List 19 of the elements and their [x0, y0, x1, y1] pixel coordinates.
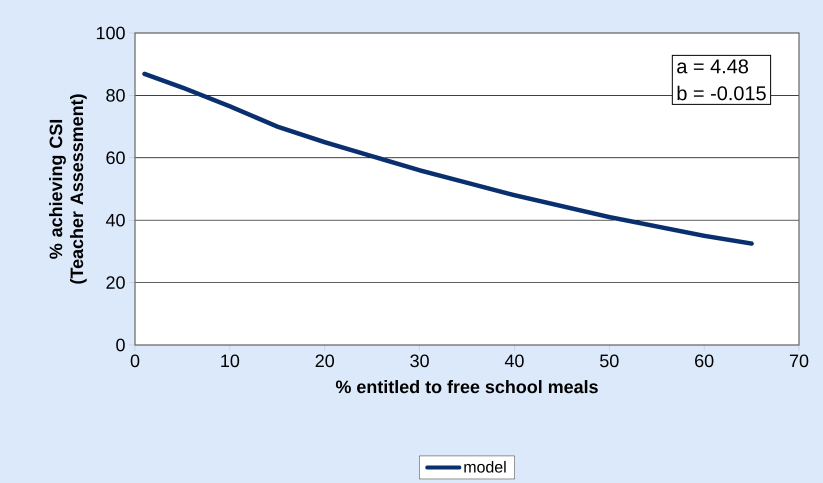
- y-tick-label: 40: [106, 214, 125, 227]
- x-tick-label: 70: [790, 354, 808, 368]
- y-tick-label: 80: [106, 89, 125, 102]
- x-tick-label: 60: [695, 354, 714, 368]
- x-tick-label: 50: [600, 354, 619, 368]
- x-tick-label: 30: [410, 354, 429, 368]
- x-axis-title: % entitled to free school meals: [336, 380, 598, 394]
- y-tick-label: 60: [106, 151, 125, 164]
- annotation: a = 4.48: [677, 59, 748, 74]
- legend-label: model: [464, 460, 506, 473]
- y-axis-title: % achieving CSI (Teacher Assessment): [49, 94, 87, 284]
- x-tick-label: 10: [221, 354, 240, 368]
- y-tick-label: 20: [106, 276, 125, 289]
- x-tick-label: 20: [316, 354, 334, 368]
- annotation: b = -0.015: [678, 86, 766, 100]
- y-tick-label: 0: [116, 338, 125, 352]
- x-tick-label: 0: [130, 354, 140, 368]
- y-tick-label: 100: [96, 26, 125, 40]
- x-tick-label: 40: [504, 354, 524, 368]
